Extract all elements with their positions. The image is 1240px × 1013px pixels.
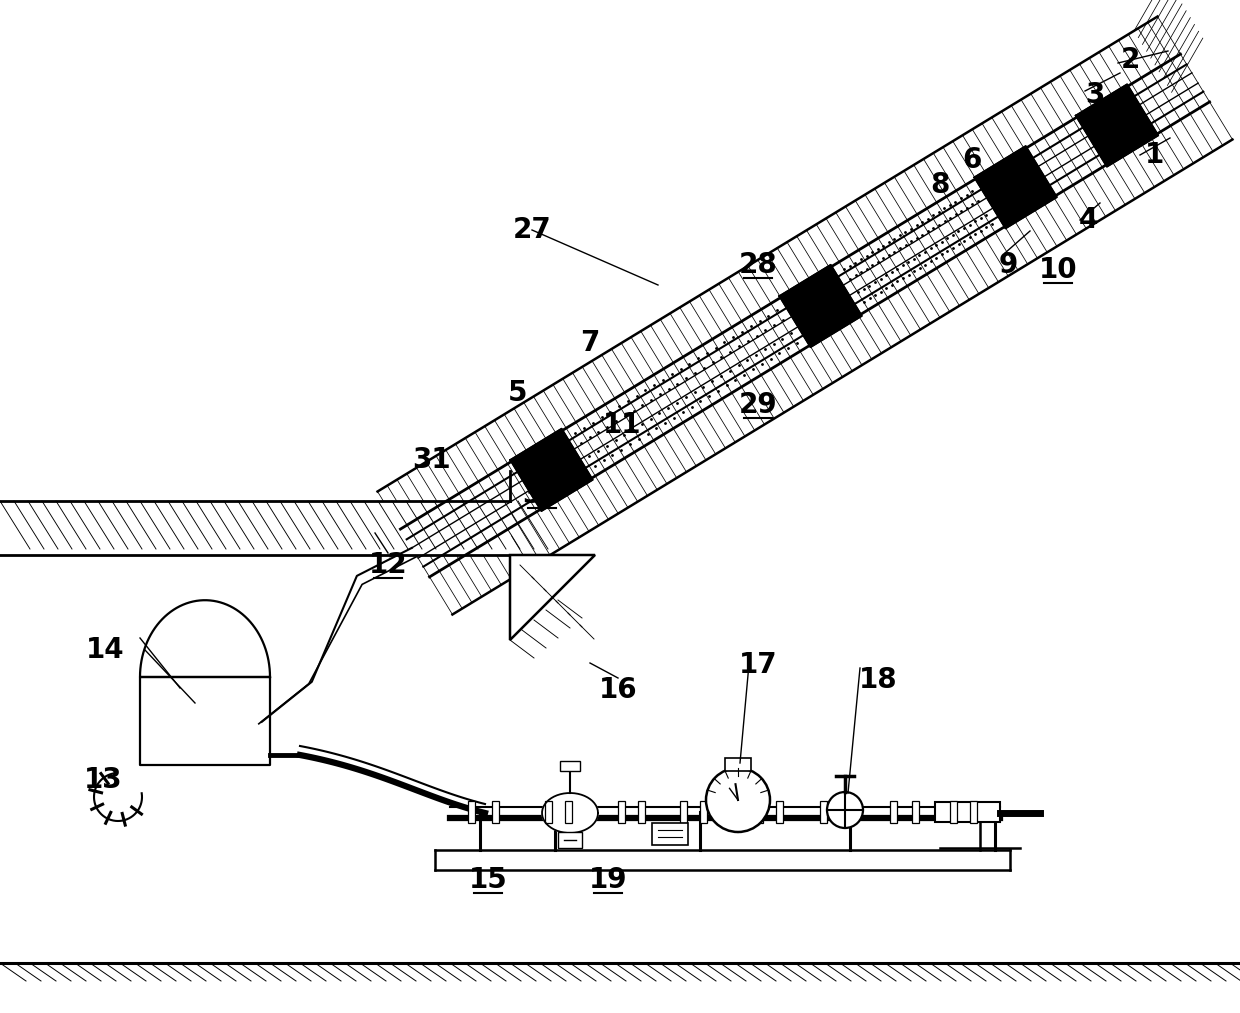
Text: 10: 10: [1039, 256, 1078, 284]
Text: 30: 30: [522, 481, 562, 509]
Text: 3: 3: [1085, 81, 1105, 109]
Bar: [467, 801, 475, 823]
Polygon shape: [542, 793, 598, 833]
Circle shape: [827, 792, 863, 828]
Polygon shape: [510, 428, 593, 512]
Bar: [935, 802, 999, 822]
Bar: [911, 801, 919, 823]
Bar: [558, 832, 582, 848]
Text: 13: 13: [83, 766, 123, 794]
Polygon shape: [975, 146, 1056, 229]
Polygon shape: [510, 555, 595, 640]
Polygon shape: [779, 264, 862, 347]
Text: 17: 17: [739, 651, 777, 679]
Bar: [701, 801, 707, 823]
Text: 14: 14: [86, 636, 124, 664]
Bar: [820, 801, 827, 823]
Bar: [546, 801, 552, 823]
Text: 19: 19: [589, 866, 627, 894]
Bar: [890, 801, 897, 823]
Bar: [839, 801, 847, 823]
Bar: [970, 801, 977, 823]
Bar: [776, 801, 782, 823]
Text: 31: 31: [413, 446, 451, 474]
Bar: [756, 801, 763, 823]
Text: 6: 6: [962, 146, 982, 174]
Text: 12: 12: [368, 551, 407, 579]
Bar: [492, 801, 498, 823]
Bar: [618, 801, 625, 823]
Text: 1: 1: [1146, 141, 1164, 169]
Text: 5: 5: [508, 379, 528, 407]
Bar: [725, 758, 751, 771]
Bar: [565, 801, 572, 823]
Bar: [950, 801, 957, 823]
Text: 2: 2: [1120, 46, 1140, 74]
Polygon shape: [377, 16, 1233, 615]
Polygon shape: [140, 601, 270, 765]
Text: 18: 18: [858, 666, 898, 694]
Text: 8: 8: [930, 171, 950, 199]
Bar: [680, 801, 687, 823]
Text: 11: 11: [603, 411, 641, 439]
Bar: [639, 801, 645, 823]
Bar: [652, 823, 688, 845]
Text: 4: 4: [1079, 206, 1097, 234]
Text: 9: 9: [998, 251, 1018, 279]
Circle shape: [706, 768, 770, 832]
Text: 16: 16: [599, 676, 637, 704]
Text: 28: 28: [739, 251, 777, 279]
Text: 7: 7: [580, 329, 600, 357]
Text: 15: 15: [469, 866, 507, 894]
Bar: [560, 761, 580, 771]
Text: 29: 29: [739, 391, 777, 419]
Text: 27: 27: [512, 216, 552, 244]
Polygon shape: [1075, 84, 1158, 167]
